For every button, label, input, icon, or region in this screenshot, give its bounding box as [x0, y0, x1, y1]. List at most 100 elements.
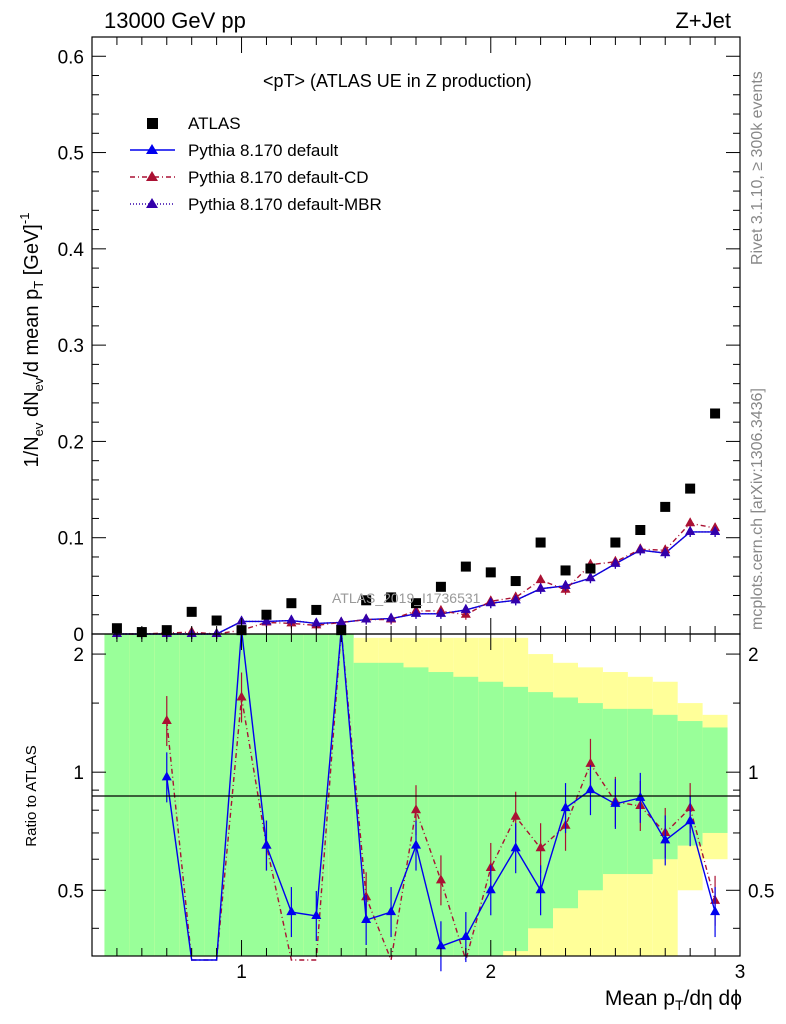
main-marker-3-22: [660, 547, 671, 557]
data-point-11: [386, 592, 397, 603]
data-point-6: [261, 609, 272, 620]
ratio-marker-1-15: [485, 884, 496, 894]
x-tick-label-0: 1: [236, 962, 247, 983]
header-left: 13000 GeV pp: [104, 8, 246, 33]
data-point-22: [660, 501, 671, 512]
legend-marker-atlas: [147, 118, 158, 129]
main-marker-3-8: [311, 617, 322, 627]
data-point-10: [361, 595, 372, 606]
ratio-tick-label-1: 1: [73, 763, 84, 784]
ratio-marker-1-22: [660, 834, 671, 844]
main-marker-3-6: [261, 615, 272, 625]
ratio-marker-2-5: [236, 691, 247, 701]
data-point-13: [435, 581, 446, 592]
ratio-marker-1-8: [311, 909, 322, 919]
legend-marker-cd: [146, 171, 158, 181]
band-inner-9: [328, 634, 354, 956]
ratio-bands: [104, 634, 728, 956]
mcplots-label: mcplots.cern.ch [arXiv:1306.3436]: [749, 388, 766, 630]
x-tick-label-2: 3: [735, 962, 746, 983]
ratio-marker-2-13: [435, 874, 446, 884]
band-inner-14: [453, 676, 479, 956]
ratio-marker-1-20: [610, 797, 621, 807]
main-marker-3-23: [685, 525, 696, 535]
ratio-marker-1-10: [361, 913, 372, 923]
data-point-8: [311, 604, 322, 615]
band-inner-4: [204, 634, 230, 956]
y-tick-label-6: 0.6: [58, 47, 84, 68]
ratio-marker-2-19: [585, 757, 596, 767]
axes: 0 0.1 0.2 0.3 0.4 0.5 0.6 0.5 0.5 1 1 2 2 1 2 3: [58, 37, 774, 983]
legend-item-atlas: ATLAS: [188, 114, 241, 133]
band-inner-0: [104, 634, 130, 956]
y-axis-title: 1/Nev dNev/d mean pT [GeV]-1: [17, 213, 46, 468]
legend-marker-default: [146, 144, 158, 154]
main-marker-3-19: [585, 572, 596, 582]
data-point-4: [211, 615, 222, 626]
ratio-tick-label-0: 0.5: [58, 881, 84, 902]
data-point-15: [485, 567, 496, 578]
band-inner-24: [702, 727, 728, 833]
y-tick-label-5: 0.5: [58, 144, 84, 165]
ratio-marker-1-12: [411, 839, 421, 849]
data-point-17: [535, 537, 546, 548]
main-marker-3-9: [336, 616, 347, 626]
rivet-label: Rivet 3.1.10, ≥ 300k events: [749, 71, 766, 265]
data-point-20: [610, 537, 621, 548]
main-marker-3-18: [560, 579, 571, 589]
ratio-marker-1-6: [261, 839, 272, 849]
data-point-14: [460, 561, 471, 572]
main-marker-3-21: [635, 544, 646, 554]
main-marker-3-15: [485, 597, 496, 607]
ratio-marker-2-17: [535, 842, 546, 852]
x-axis-title: Mean pT/dη dϕ: [605, 987, 742, 1013]
ratio-tick-label-r-2: 2: [748, 645, 759, 666]
ratio-marker-1-13: [435, 940, 446, 950]
ratio-marker-1-18: [560, 802, 571, 812]
main-marker-3-12: [411, 607, 421, 617]
main-marker-3-14: [460, 603, 471, 613]
data-point-3: [186, 606, 197, 617]
data-point-16: [510, 576, 521, 587]
main-marker-2-23: [685, 517, 696, 527]
y-tick-label-1: 0.1: [58, 529, 84, 550]
data-point-21: [635, 525, 646, 536]
watermark: ATLAS_2019_I1736531: [332, 590, 481, 606]
legend-title: <pT> (ATLAS UE in Z production): [263, 71, 532, 91]
y-tick-label-0: 0: [73, 625, 84, 646]
main-marker-3-16: [510, 594, 521, 604]
main-marker-3-20: [610, 557, 621, 567]
ratio-marker-2-12: [411, 804, 421, 814]
ratio-marker-1-2: [161, 771, 172, 781]
ratio-marker-2-2: [161, 715, 172, 725]
y-tick-label-3: 0.3: [58, 336, 84, 357]
main-marker-3-11: [386, 612, 397, 622]
ratio-axis-title: Ratio to ATLAS: [23, 745, 40, 846]
main-marker-3-10: [361, 613, 372, 623]
ratio-tick-label-r-0: 0.5: [748, 881, 774, 902]
ratio-marker-1-11: [386, 906, 397, 916]
ratio-marker-1-7: [286, 906, 297, 916]
legend-marker-mbr: [146, 198, 158, 208]
data-point-18: [560, 565, 571, 576]
main-marker-2-17: [535, 574, 546, 584]
main-marker-3-24: [710, 525, 721, 535]
data-point-7: [286, 598, 297, 609]
ratio-tick-label-r-1: 1: [748, 763, 759, 784]
y-tick-label-2: 0.2: [58, 432, 84, 453]
main-marker-3-17: [535, 582, 546, 592]
band-inner-1: [129, 634, 155, 956]
x-tick-label-1: 2: [485, 962, 496, 983]
main-marker-3-7: [286, 614, 297, 624]
ratio-marker-1-23: [685, 815, 696, 825]
ratio-marker-2-16: [510, 810, 521, 820]
ratio-marker-1-24: [710, 906, 721, 916]
legend-item-cd: Pythia 8.170 default-CD: [188, 168, 369, 187]
ratio-marker-1-14: [460, 931, 471, 941]
ratio-marker-1-16: [510, 842, 521, 852]
data-point-19: [585, 563, 596, 574]
band-inner-3: [179, 634, 205, 956]
y-tick-label-4: 0.4: [58, 240, 85, 261]
ratio-tick-label-2: 2: [73, 645, 84, 666]
main-marker-3-13: [435, 607, 446, 617]
